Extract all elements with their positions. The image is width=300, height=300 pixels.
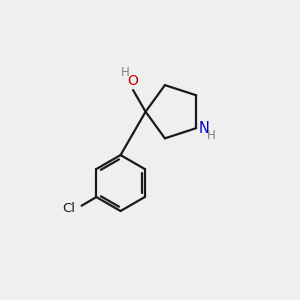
Text: O: O — [128, 74, 139, 88]
Text: N: N — [199, 121, 209, 136]
Text: Cl: Cl — [63, 202, 76, 214]
Text: H: H — [206, 129, 215, 142]
Text: H: H — [120, 66, 129, 79]
